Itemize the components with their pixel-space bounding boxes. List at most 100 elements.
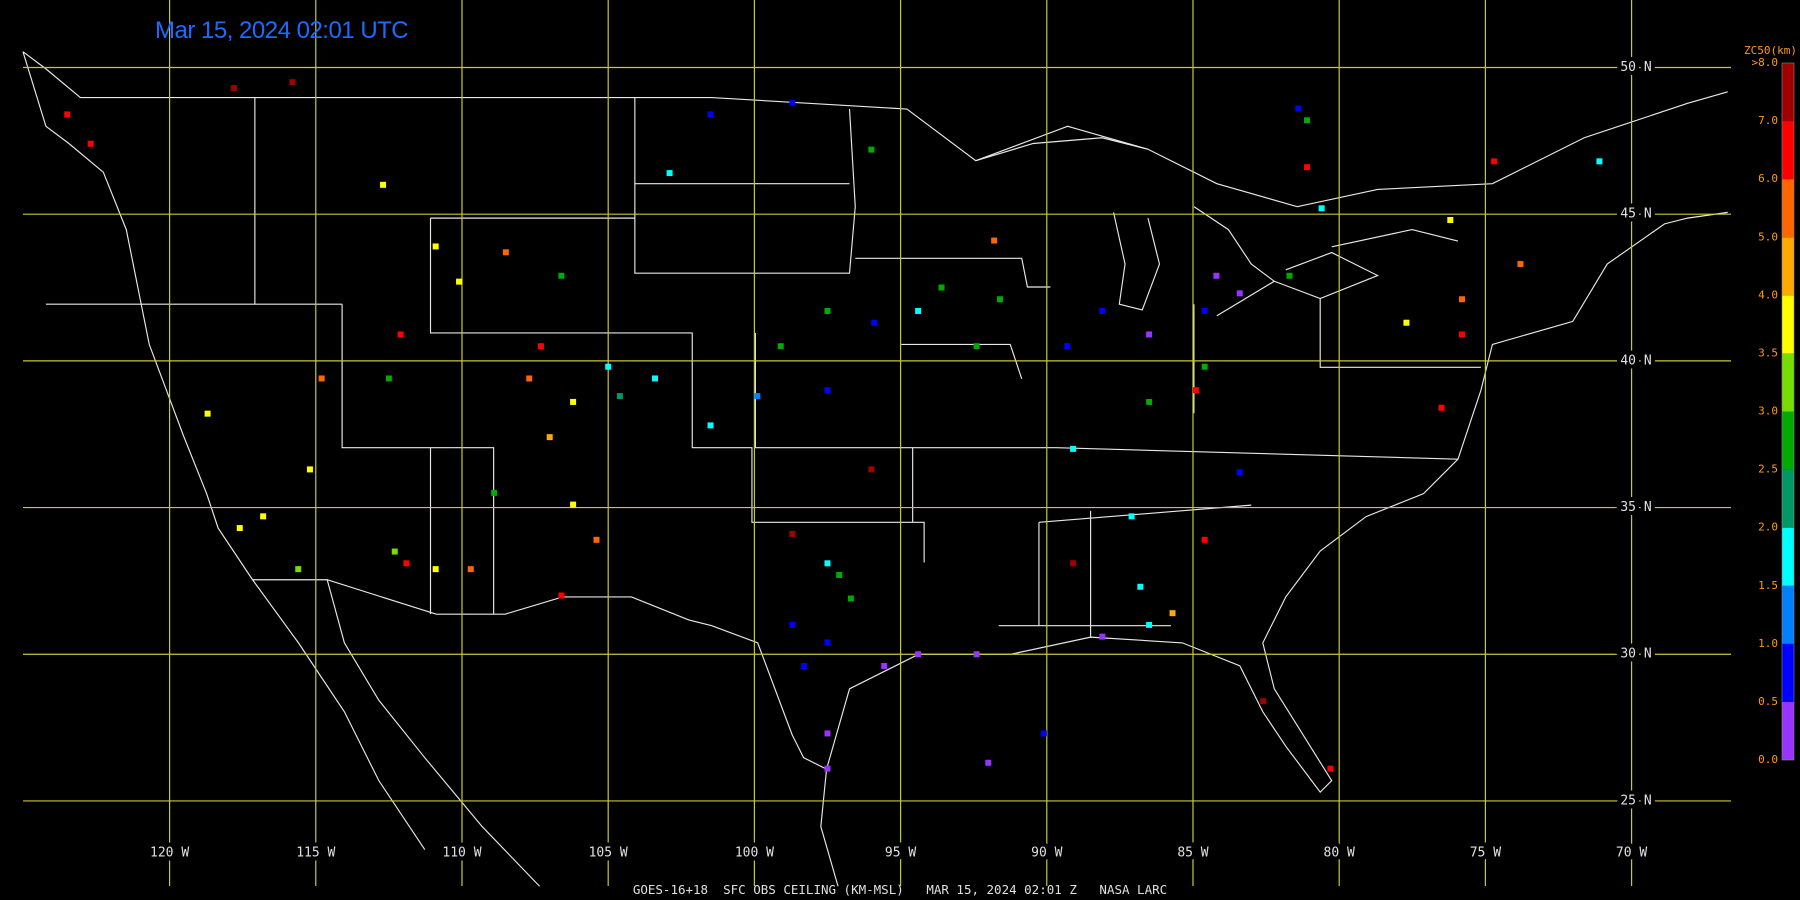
legend-label: 4.0: [1758, 288, 1778, 301]
station: [824, 560, 831, 567]
station: [868, 466, 875, 473]
station: [289, 79, 296, 86]
station: [558, 592, 565, 599]
station: [973, 343, 980, 350]
station: [1286, 272, 1293, 279]
station: [391, 548, 398, 555]
station: [1318, 205, 1325, 212]
x-tick-label: 100 W: [735, 846, 774, 861]
station: [938, 284, 945, 291]
station: [1137, 583, 1144, 590]
station: [467, 566, 474, 573]
station: [824, 387, 831, 394]
station: [871, 319, 878, 326]
station: [570, 501, 577, 508]
legend: 0.0 0.5 1.0 1.5 2.0 2.5 3.0 3.5 4.0 5.0 6.0 7.0 >8.0…: [1744, 44, 1797, 766]
station: [836, 572, 843, 579]
legend-swatch: [1782, 353, 1794, 412]
x-tick-label: 70 W: [1616, 846, 1647, 861]
station: [1295, 105, 1302, 112]
station: [824, 307, 831, 314]
station: [605, 363, 612, 370]
legend-frame: [1781, 62, 1795, 761]
station: [1192, 387, 1199, 394]
station: [985, 759, 992, 766]
station: [1304, 117, 1311, 124]
legend-label: 6.0: [1758, 172, 1778, 185]
legend-label: 1.0: [1758, 637, 1778, 650]
station: [868, 146, 875, 153]
station: [1260, 698, 1267, 705]
station: [526, 375, 533, 382]
station: [1099, 307, 1106, 314]
station: [593, 536, 600, 543]
station: [1213, 272, 1220, 279]
station: [707, 422, 714, 429]
station: [432, 243, 439, 250]
station: [1236, 290, 1243, 297]
station: [824, 639, 831, 646]
legend-title: ZC50(km): [1744, 44, 1797, 57]
station: [915, 307, 922, 314]
station: [306, 466, 313, 473]
x-tick-label: 110 W: [442, 846, 481, 861]
y-tick-label: 45 N: [1620, 207, 1651, 222]
station: [403, 560, 410, 567]
station: [1146, 398, 1153, 405]
legend-label: 3.0: [1758, 405, 1778, 418]
station: [295, 566, 302, 573]
station: [1438, 404, 1445, 411]
station: [1517, 261, 1524, 268]
station: [318, 375, 325, 382]
station: [789, 99, 796, 106]
legend-swatch: [1782, 701, 1794, 760]
legend-swatch: [1782, 63, 1794, 122]
x-tick-label: 75 W: [1470, 846, 1501, 861]
legend-label: 5.0: [1758, 230, 1778, 243]
station: [651, 375, 658, 382]
station: [997, 296, 1004, 303]
legend-label: 7.0: [1758, 114, 1778, 127]
station: [1070, 560, 1077, 567]
station: [915, 651, 922, 658]
stations: [64, 79, 1603, 772]
station: [230, 85, 237, 92]
legend-swatch: [1782, 237, 1794, 296]
y-tick-label: 40 N: [1620, 353, 1651, 368]
x-tick-label: 115 W: [296, 846, 335, 861]
station: [789, 530, 796, 537]
legend-label: 1.5: [1758, 579, 1778, 592]
station: [666, 170, 673, 177]
mexico-coast: [252, 579, 839, 887]
legend-swatch: [1782, 179, 1794, 238]
station: [754, 393, 761, 400]
legend-label: 3.5: [1758, 346, 1778, 359]
y-tick-label: 30 N: [1620, 647, 1651, 662]
legend-swatch: [1782, 469, 1794, 528]
legend-label: 2.5: [1758, 463, 1778, 476]
station: [1236, 469, 1243, 476]
station: [537, 343, 544, 350]
station: [801, 662, 808, 669]
station: [260, 513, 267, 520]
station: [1146, 331, 1153, 338]
legend-swatch: [1782, 411, 1794, 470]
station: [87, 140, 94, 147]
legend-swatch: [1782, 527, 1794, 586]
station: [432, 566, 439, 573]
station: [385, 375, 392, 382]
footer: GOES-16+18 SFC OBS CEILING (KM-MSL) MAR …: [633, 882, 1167, 897]
station: [1064, 343, 1071, 350]
x-tick-label: 90 W: [1031, 846, 1062, 861]
station: [1327, 765, 1334, 772]
station: [236, 525, 243, 532]
station: [1304, 164, 1311, 171]
station: [1070, 445, 1077, 452]
x-tick-label: 95 W: [885, 846, 916, 861]
x-tick-label: 85 W: [1177, 846, 1208, 861]
legend-label: 0.0: [1758, 753, 1778, 766]
station: [1447, 217, 1454, 224]
station: [1596, 158, 1603, 165]
